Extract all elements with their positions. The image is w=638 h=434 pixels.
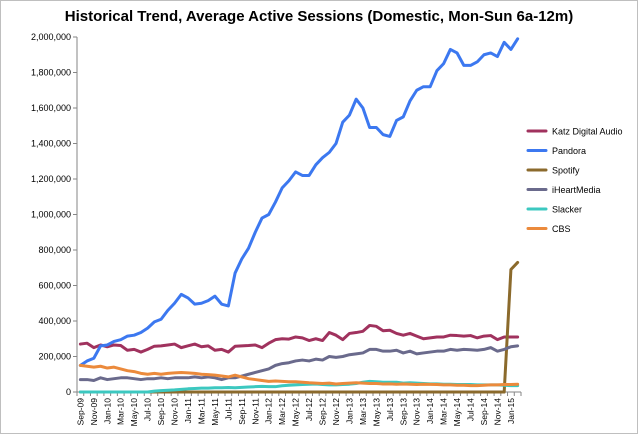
x-tick-label: May-13: [371, 398, 381, 427]
x-tick-label: Jan-14: [425, 398, 435, 424]
chart-title: Historical Trend, Average Active Session…: [64, 8, 574, 25]
y-tick-label: 1,000,000: [31, 210, 71, 220]
x-tick-label: Mar-11: [196, 398, 206, 425]
series-line-iheartmedia: [78, 344, 520, 382]
x-tick-label: Sep-09: [75, 398, 85, 426]
x-tick-label: Mar-14: [439, 398, 449, 425]
y-tick-label: 1,600,000: [31, 103, 71, 113]
axes: 0 200,000 400,000 600,000 800,000 1,000,000 1,…: [31, 32, 522, 427]
series-line-cbs: [78, 363, 520, 388]
x-tick-label: Jul-13: [385, 398, 395, 421]
y-tick-label: 2,000,000: [31, 32, 71, 42]
legend-label-cbs: CBS: [552, 224, 571, 234]
y-tick-label: 800,000: [38, 245, 71, 255]
x-tick-label: Jul-12: [304, 398, 314, 421]
legend-label-iheartmedia: iHeartMedia: [552, 185, 601, 195]
x-tick-label: May-14: [452, 398, 462, 427]
x-tick-label: Jan-11: [183, 398, 193, 424]
legend-label-slacker: Slacker: [552, 205, 582, 215]
legend-label-spotify: Spotify: [552, 166, 580, 176]
x-tick-label: Jan-12: [264, 398, 274, 424]
x-tick-label: Nov-12: [331, 398, 341, 426]
x-tick-label: Nov-14: [492, 398, 502, 426]
x-tick-label: Sep-14: [479, 398, 489, 426]
x-tick-label: Mar-13: [358, 398, 368, 425]
x-tick-label: Jan-10: [102, 398, 112, 424]
y-tick-label: 600,000: [38, 281, 71, 291]
x-tick-label: Mar-12: [277, 398, 287, 425]
x-tick-label: Jul-14: [466, 398, 476, 421]
x-tick-label: May-12: [291, 398, 301, 427]
x-tick-label: Sep-12: [318, 398, 328, 426]
x-tick-label: Sep-11: [237, 398, 247, 425]
y-tick-label: 400,000: [38, 316, 71, 326]
x-tick-label: Mar-10: [116, 398, 126, 425]
y-tick-label: 1,400,000: [31, 139, 71, 149]
x-tick-label: Nov-11: [250, 398, 260, 425]
legend-label-pandora: Pandora: [552, 146, 586, 156]
series-line-katz-digital-audio: [78, 323, 520, 354]
x-tick-label: Jan-13: [344, 398, 354, 424]
x-tick-label: May-11: [210, 398, 220, 426]
y-tick-label: 1,200,000: [31, 174, 71, 184]
x-tick-label: Sep-13: [398, 398, 408, 426]
x-tick-label: Jul-11: [223, 398, 233, 421]
x-tick-label: Sep-10: [156, 398, 166, 426]
legend-label-katz-digital-audio: Katz Digital Audio: [552, 127, 623, 137]
x-tick-label: Jan-15: [506, 398, 516, 424]
series-lines: [78, 37, 520, 394]
x-tick-label: Nov-10: [170, 398, 180, 426]
x-tick-label: Nov-09: [89, 398, 99, 426]
x-tick-label: Nov-13: [412, 398, 422, 426]
x-tick-label: May-10: [129, 398, 139, 427]
legend: Katz Digital Audio Pandora Spotify iHeartMe…: [526, 127, 623, 234]
y-tick-label: 200,000: [38, 352, 71, 362]
y-tick-label: 1,800,000: [31, 68, 71, 78]
x-tick-label: Jul-10: [143, 398, 153, 421]
y-tick-label: 0: [66, 387, 71, 397]
series-line-pandora: [78, 37, 520, 367]
